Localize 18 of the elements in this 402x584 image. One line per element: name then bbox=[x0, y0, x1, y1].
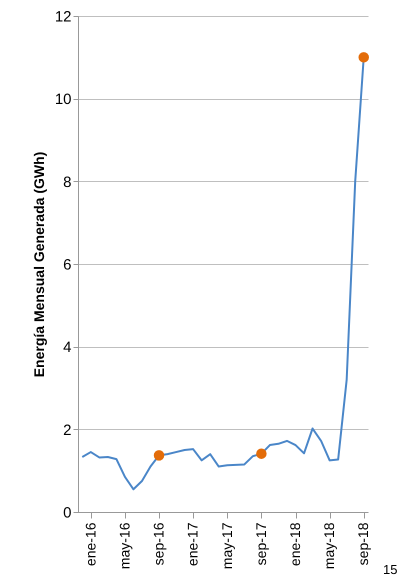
x-tick-label: ene-16 bbox=[82, 522, 98, 566]
x-tick-label: sep-18 bbox=[355, 522, 372, 566]
x-tick-label: sep-16 bbox=[150, 522, 167, 566]
y-tick-label: 8 bbox=[63, 174, 72, 191]
y-tick-label: 2 bbox=[63, 422, 72, 439]
y-tick-label: 10 bbox=[54, 91, 72, 108]
x-tick-label: sep-17 bbox=[252, 522, 269, 566]
x-tick-label: ene-18 bbox=[287, 522, 303, 566]
y-axis-title: Energía Mensual Generada (GWh) bbox=[30, 152, 47, 378]
y-tick-label: 6 bbox=[63, 256, 72, 274]
text: 15 bbox=[383, 562, 398, 577]
y-tick-label: 4 bbox=[63, 339, 72, 356]
x-tick-label: may-16 bbox=[116, 522, 132, 570]
y-tick-label: 0 bbox=[63, 504, 72, 522]
x-tick-label: may-17 bbox=[218, 522, 235, 570]
x-tick-label: ene-17 bbox=[184, 522, 201, 566]
x-tick-label: may-18 bbox=[321, 522, 338, 570]
y-tick-label: 12 bbox=[54, 8, 72, 26]
